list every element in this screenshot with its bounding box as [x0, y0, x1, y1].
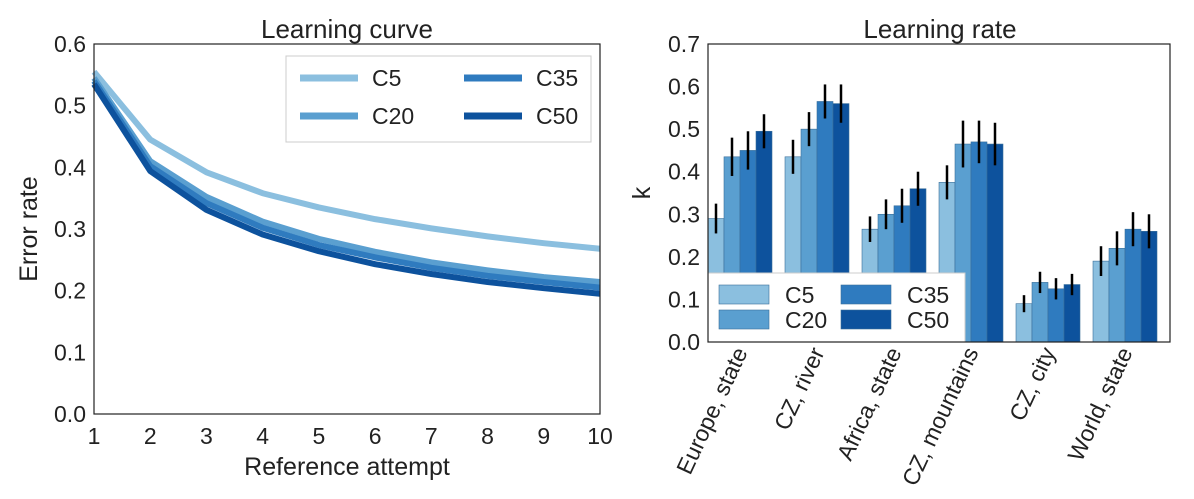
learning-curve-y-ticks: 0.0 0.1 0.2 0.3 0.4 0.5 0.6: [54, 31, 86, 427]
legend-swatch-c35: [840, 284, 892, 305]
legend-box: [285, 55, 592, 143]
series-line-c35: [91, 79, 601, 291]
category-label: Africa, state: [832, 343, 907, 464]
learning-rate-y-ticks: 0.0 0.1 0.2 0.3 0.4 0.5 0.6 0.7: [668, 31, 700, 355]
y-tick-label: 0.7: [668, 31, 700, 57]
legend-swatch-c5: [718, 284, 770, 305]
category-label: World, state: [1062, 343, 1137, 465]
bar-c35: [970, 141, 988, 343]
series-line-c5: [91, 69, 601, 252]
category-label: Europe, state: [671, 343, 752, 478]
y-tick-label: 0.2: [668, 244, 700, 270]
x-tick-label: 9: [537, 423, 550, 449]
y-tick-label: 0.6: [54, 31, 86, 57]
learning-curve-x-axis-label: Reference attempt: [244, 453, 450, 481]
legend-label: C20: [372, 103, 414, 129]
legend-label: C5: [372, 65, 401, 91]
category-label: CZ, mountains: [897, 343, 984, 490]
x-tick-label: 7: [425, 423, 438, 449]
learning-curve-x-ticks: 1 2 3 4 5 6 7 8 9 10: [88, 423, 613, 449]
series-line-c50: [91, 82, 601, 297]
legend-swatch-c20: [718, 309, 770, 330]
learning-rate-y-axis-label: k: [628, 186, 656, 199]
x-tick-label: 6: [369, 423, 382, 449]
y-tick-label: 0.0: [54, 401, 86, 427]
x-tick-label: 5: [312, 423, 325, 449]
y-tick-label: 0.1: [668, 286, 700, 312]
y-tick-label: 0.6: [668, 74, 700, 100]
y-tick-label: 0.4: [54, 154, 86, 180]
learning-curve-title: Learning curve: [261, 14, 433, 44]
legend-label: C50: [907, 307, 949, 333]
x-tick-label: 2: [144, 423, 157, 449]
x-tick-label: 4: [256, 423, 269, 449]
y-tick-label: 0.1: [54, 339, 86, 365]
legend-label: C20: [785, 307, 827, 333]
learning-curve-lines: [91, 69, 601, 297]
category-label: CZ, city: [1004, 343, 1061, 425]
legend-label: C35: [536, 65, 578, 91]
legend-label: C5: [785, 282, 814, 308]
category-label: CZ, river: [769, 343, 830, 434]
y-tick-label: 0.2: [54, 278, 86, 304]
learning-curve-chart: Learning curve 1 2 3 4 5 6 7 8 9 10 0.00.10.20.30…: [15, 14, 613, 481]
learning-curve-legend: C5 C20 C35 C50: [285, 55, 592, 143]
x-tick-label: 10: [587, 423, 613, 449]
legend-swatch-c50: [840, 309, 892, 330]
legend-box: [707, 272, 966, 343]
x-tick-label: 8: [481, 423, 494, 449]
x-tick-label: 3: [200, 423, 213, 449]
bar-c50: [986, 143, 1004, 343]
learning-rate-plot-frame: [707, 43, 1171, 343]
y-tick-label: 0.5: [668, 116, 700, 142]
legend-label: C35: [907, 282, 949, 308]
y-tick-label: 0.4: [668, 159, 700, 185]
x-tick-label: 1: [88, 423, 101, 449]
y-tick-label: 0.0: [668, 329, 700, 355]
y-tick-label: 0.3: [54, 216, 86, 242]
learning-rate-title: Learning rate: [863, 14, 1016, 44]
y-tick-label: 0.3: [668, 201, 700, 227]
y-tick-label: 0.5: [54, 93, 86, 119]
series-line-c20: [91, 76, 601, 286]
learning-curve-y-axis-label: Error rate: [15, 176, 43, 282]
learning-curve-plot-frame: [93, 43, 601, 415]
legend-label: C50: [536, 103, 578, 129]
